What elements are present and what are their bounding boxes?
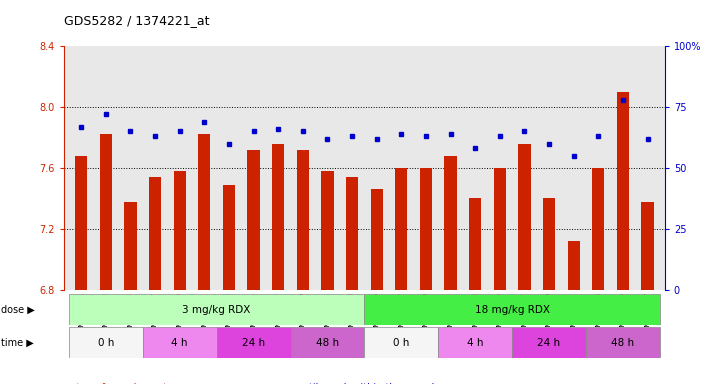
Bar <box>198 134 210 290</box>
Text: ■ transformed count: ■ transformed count <box>64 383 167 384</box>
Text: 0 h: 0 h <box>97 338 114 348</box>
Text: 24 h: 24 h <box>242 338 265 348</box>
Bar <box>346 177 358 290</box>
Bar <box>419 168 432 290</box>
Text: time ▶: time ▶ <box>1 338 33 348</box>
Bar <box>444 156 456 290</box>
Bar <box>365 327 438 358</box>
Bar <box>69 294 365 325</box>
Text: 4 h: 4 h <box>467 338 483 348</box>
Bar <box>370 189 383 290</box>
Bar <box>493 168 506 290</box>
Bar <box>586 327 660 358</box>
Bar <box>272 144 284 290</box>
Bar <box>592 168 604 290</box>
Bar <box>223 185 235 290</box>
Text: 18 mg/kg RDX: 18 mg/kg RDX <box>475 305 550 314</box>
Bar <box>365 294 660 325</box>
Text: 4 h: 4 h <box>171 338 188 348</box>
Bar <box>149 177 161 290</box>
Bar <box>438 327 512 358</box>
Text: 3 mg/kg RDX: 3 mg/kg RDX <box>183 305 251 314</box>
Text: dose ▶: dose ▶ <box>1 305 34 314</box>
Bar <box>567 241 580 290</box>
Bar <box>395 168 407 290</box>
Bar <box>291 327 365 358</box>
Bar <box>124 202 137 290</box>
Text: ■ percentile rank within the sample: ■ percentile rank within the sample <box>263 383 440 384</box>
Bar <box>143 327 217 358</box>
Bar <box>616 92 629 290</box>
Text: 24 h: 24 h <box>538 338 560 348</box>
Bar <box>469 199 481 290</box>
Bar <box>100 134 112 290</box>
Bar <box>512 327 586 358</box>
Text: GDS5282 / 1374221_at: GDS5282 / 1374221_at <box>64 14 210 27</box>
Text: 48 h: 48 h <box>316 338 339 348</box>
Bar <box>296 150 309 290</box>
Bar <box>641 202 653 290</box>
Bar <box>321 171 333 290</box>
Bar <box>75 156 87 290</box>
Bar <box>69 327 143 358</box>
Bar <box>543 199 555 290</box>
Text: 48 h: 48 h <box>611 338 634 348</box>
Bar <box>173 171 186 290</box>
Bar <box>217 327 291 358</box>
Bar <box>247 150 260 290</box>
Text: 0 h: 0 h <box>393 338 410 348</box>
Bar <box>518 144 530 290</box>
